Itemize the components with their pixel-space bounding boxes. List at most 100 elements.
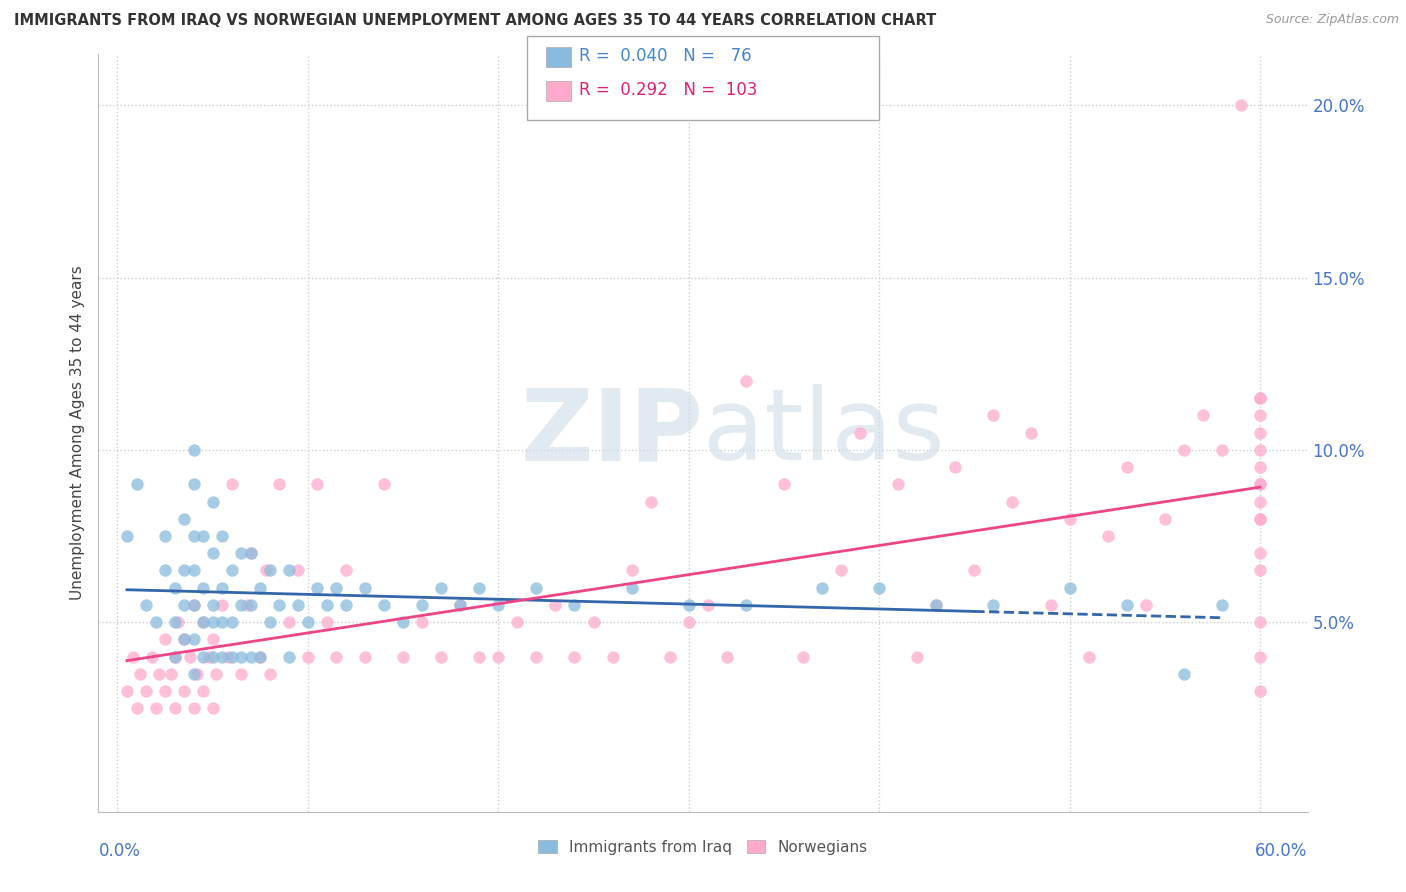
Point: [183, 598, 205, 612]
Point: [943, 460, 966, 475]
Point: [231, 666, 253, 681]
Point: [183, 666, 205, 681]
Point: [335, 564, 357, 578]
Point: [201, 701, 224, 715]
Point: [325, 581, 347, 595]
Point: [1153, 512, 1175, 526]
Point: [297, 615, 319, 630]
Point: [173, 512, 195, 526]
Point: [905, 649, 928, 664]
Point: [620, 581, 643, 595]
Point: [602, 649, 624, 664]
Point: [191, 529, 214, 543]
Point: [297, 649, 319, 664]
Point: [392, 649, 415, 664]
Point: [236, 598, 259, 612]
Point: [373, 598, 395, 612]
Y-axis label: Unemployment Among Ages 35 to 44 years: Unemployment Among Ages 35 to 44 years: [69, 265, 84, 600]
Text: IMMIGRANTS FROM IRAQ VS NORWEGIAN UNEMPLOYMENT AMONG AGES 35 TO 44 YEARS CORRELA: IMMIGRANTS FROM IRAQ VS NORWEGIAN UNEMPL…: [14, 13, 936, 29]
Point: [373, 477, 395, 491]
Point: [1211, 442, 1233, 457]
Point: [269, 477, 291, 491]
Point: [211, 529, 233, 543]
Point: [1135, 598, 1157, 612]
Point: [201, 494, 224, 508]
Point: [582, 615, 605, 630]
Point: [524, 581, 547, 595]
Point: [849, 425, 872, 440]
Point: [277, 564, 299, 578]
Point: [1249, 442, 1271, 457]
Point: [1097, 529, 1119, 543]
Point: [449, 598, 471, 612]
Point: [249, 649, 271, 664]
Point: [335, 598, 357, 612]
Point: [983, 598, 1005, 612]
Point: [153, 684, 176, 698]
Point: [325, 649, 347, 664]
Point: [1059, 581, 1081, 595]
Point: [135, 684, 157, 698]
Point: [183, 598, 205, 612]
Point: [135, 598, 157, 612]
Point: [1115, 460, 1137, 475]
Point: [153, 529, 176, 543]
Point: [163, 649, 186, 664]
Point: [486, 649, 509, 664]
Point: [269, 598, 291, 612]
Point: [186, 666, 208, 681]
Point: [430, 649, 453, 664]
Point: [773, 477, 796, 491]
Point: [1249, 391, 1271, 405]
Point: [201, 632, 224, 647]
Point: [163, 581, 186, 595]
Point: [658, 649, 681, 664]
Point: [1249, 477, 1271, 491]
Point: [153, 564, 176, 578]
Point: [678, 615, 700, 630]
Point: [153, 632, 176, 647]
Point: [1059, 512, 1081, 526]
Point: [198, 649, 221, 664]
Point: [159, 666, 181, 681]
Point: [115, 684, 138, 698]
Point: [239, 649, 262, 664]
Point: [1077, 649, 1099, 664]
Point: [524, 649, 547, 664]
Point: [887, 477, 910, 491]
Point: [173, 564, 195, 578]
Point: [1249, 649, 1271, 664]
Point: [1249, 494, 1271, 508]
Point: [115, 529, 138, 543]
Point: [1249, 391, 1271, 405]
Point: [287, 564, 309, 578]
Point: [792, 649, 814, 664]
Point: [211, 649, 233, 664]
Point: [1173, 442, 1195, 457]
Point: [983, 409, 1005, 423]
Text: R =  0.040   N =   76: R = 0.040 N = 76: [579, 47, 752, 65]
Point: [191, 649, 214, 664]
Point: [201, 649, 224, 664]
Point: [191, 684, 214, 698]
Point: [239, 598, 262, 612]
Text: ZIP: ZIP: [520, 384, 703, 481]
Point: [316, 615, 339, 630]
Point: [201, 615, 224, 630]
Point: [221, 477, 243, 491]
Point: [411, 598, 433, 612]
Point: [121, 649, 143, 664]
Point: [1249, 477, 1271, 491]
Point: [173, 684, 195, 698]
Point: [125, 701, 148, 715]
Point: [620, 564, 643, 578]
Point: [1249, 425, 1271, 440]
Point: [201, 546, 224, 560]
Point: [1249, 684, 1271, 698]
Point: [239, 546, 262, 560]
Point: [173, 632, 195, 647]
Text: Source: ZipAtlas.com: Source: ZipAtlas.com: [1265, 13, 1399, 27]
Point: [231, 546, 253, 560]
Point: [307, 581, 329, 595]
Point: [734, 374, 756, 388]
